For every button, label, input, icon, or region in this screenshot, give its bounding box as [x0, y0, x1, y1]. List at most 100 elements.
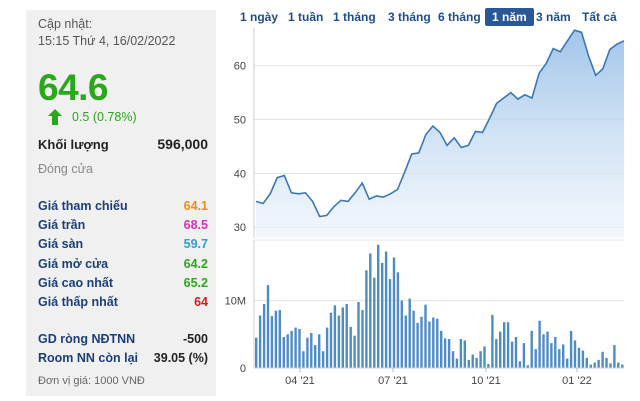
x-tick-label: 07 '21 [378, 375, 408, 387]
foreign-net-row: GD ròng NĐTNN -500 [38, 332, 208, 346]
foreign-room-row: Room NN còn lại 39.05 (%) [38, 351, 208, 365]
range-tab[interactable]: 1 năm [485, 8, 534, 26]
volume-bar [416, 322, 419, 368]
price-change: 0.5 (0.78%) [48, 109, 137, 125]
foreign-room-label: Room NN còn lại [38, 351, 139, 365]
volume-bar [424, 304, 427, 368]
volume-bar [400, 300, 403, 368]
volume-bar [451, 351, 455, 368]
volume-bar [510, 341, 514, 368]
price-detail-value: 64 [194, 295, 208, 309]
range-tab[interactable]: 3 năm [536, 10, 571, 24]
price-detail-row: Giá sàn 59.7 [38, 237, 208, 251]
volume-bar [396, 272, 400, 368]
volume-bar [562, 344, 565, 368]
volume-bar [282, 337, 285, 368]
foreign-net-label: GD ròng NĐTNN [38, 332, 136, 346]
range-tab[interactable]: Tất cả [582, 10, 617, 24]
price-detail-row: Giá mở cửa 64.2 [38, 257, 208, 271]
current-price: 64.6 [38, 67, 109, 108]
volume-bar [447, 339, 451, 368]
volume-bar [566, 358, 569, 368]
volume-bar [613, 345, 616, 368]
volume-bar [373, 277, 376, 368]
volume-bar [377, 244, 380, 368]
volume-row: Khối lượng 596,000 [38, 136, 208, 152]
volume-bar [463, 340, 466, 368]
price-detail-label: Giá mở cửa [38, 257, 109, 271]
volume-bar [270, 316, 274, 368]
volume-bar [384, 251, 388, 368]
volume-bar [605, 357, 608, 368]
volume-bar [558, 349, 561, 368]
x-tick-label: 04 '21 [285, 375, 315, 387]
volume-bar [290, 330, 293, 368]
volume-bar [341, 307, 344, 368]
volume-bar [436, 318, 439, 368]
volume-bar [503, 322, 506, 368]
volume-bar [471, 354, 474, 368]
volume-bar [609, 363, 612, 368]
volume-bar [349, 326, 352, 368]
volume-bar [369, 253, 372, 368]
volume-bar [329, 312, 333, 368]
volume-bar [255, 337, 258, 368]
volume-bar [262, 304, 266, 368]
volume-bar [443, 338, 447, 368]
volume-bar [475, 357, 478, 368]
volume-bar [526, 365, 529, 368]
volume-bar [388, 279, 392, 368]
volume-bar [546, 331, 549, 368]
price-detail-label: Giá tham chiếu [38, 199, 128, 213]
volume-bar [345, 304, 348, 368]
volume-bar [412, 310, 415, 368]
price-detail-value: 68.5 [183, 218, 208, 232]
price-detail-value: 64.2 [183, 257, 208, 271]
volume-bar [538, 320, 541, 368]
price-detail-row: Giá tham chiếu 64.1 [38, 199, 208, 213]
range-tab[interactable]: 1 tháng [333, 10, 376, 24]
volume-bar [569, 330, 573, 368]
volume-bar [499, 331, 502, 368]
volume-label: Khối lượng [38, 137, 109, 152]
volume-bar [601, 351, 604, 368]
volume-bar [333, 305, 337, 368]
volume-bar [361, 310, 364, 368]
volume-bar [428, 321, 431, 368]
volume-bar [258, 315, 262, 368]
volume-bar [353, 335, 356, 368]
volume-bar [554, 337, 557, 368]
volume-value: 596,000 [157, 136, 208, 152]
volume-tick-label: 10M [225, 296, 246, 308]
volume-bar [495, 339, 498, 368]
unit-note: Đơn vị giá: 1000 VNĐ [38, 375, 145, 387]
volume-bar [286, 334, 289, 368]
volume-bar [302, 351, 305, 368]
volume-bar [408, 298, 411, 368]
volume-bar [479, 351, 482, 368]
price-detail-label: Giá trần [38, 218, 86, 232]
volume-bar [321, 351, 325, 368]
range-tab[interactable]: 6 tháng [438, 10, 481, 24]
price-tick-label: 50 [234, 115, 246, 127]
volume-bar [314, 345, 317, 368]
volume-bar [294, 327, 297, 368]
price-detail-row: Giá thấp nhất 64 [38, 295, 208, 309]
volume-bar [278, 310, 281, 368]
volume-bar [534, 349, 537, 368]
volume-bar [266, 285, 270, 368]
price-tick-label: 60 [234, 61, 246, 73]
volume-bar [573, 340, 577, 368]
volume-bar [506, 322, 510, 368]
range-tab[interactable]: 1 ngày [240, 10, 279, 24]
volume-bar [274, 310, 278, 368]
volume-bar [593, 362, 596, 368]
closed-status: Đóng cửa [38, 162, 93, 176]
volume-bar [357, 302, 360, 368]
range-tab[interactable]: 1 tuần [288, 10, 324, 24]
volume-tick-label: 0 [240, 363, 246, 375]
volume-bar [491, 314, 494, 368]
volume-bar [467, 359, 470, 368]
volume-bar [455, 358, 459, 368]
range-tab[interactable]: 3 tháng [388, 10, 431, 24]
